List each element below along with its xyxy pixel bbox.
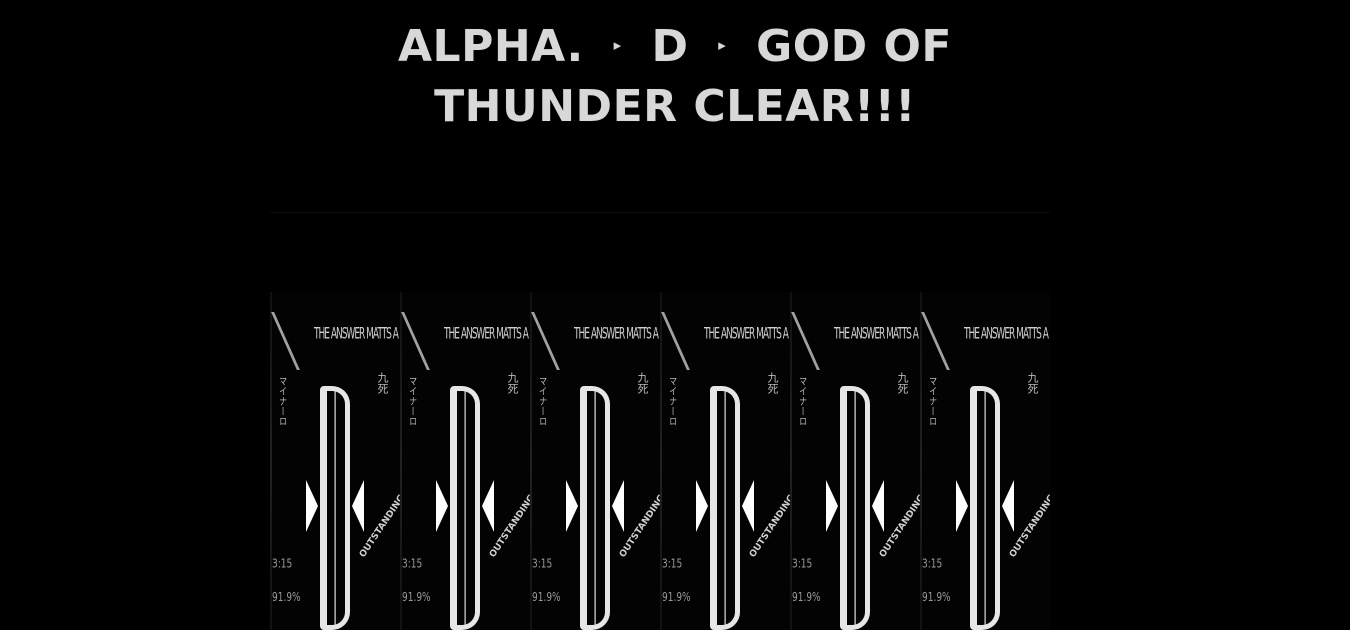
- clear-banner-line-2: THUNDER CLEAR!!!: [434, 80, 916, 132]
- grade-letter-d-icon: [580, 386, 610, 630]
- result-panel: THE ANSWER MATTS A マイナーロ 九死 OUTSTANDING!!! 3…: [530, 292, 660, 630]
- title-god-of: GOD OF: [756, 21, 952, 72]
- panel-diagonal-text: OUTSTANDING!!!: [358, 483, 400, 560]
- triangle-right-icon: [956, 480, 968, 532]
- result-panel: THE ANSWER MATTS A マイナーロ 九死 OUTSTANDING!!! 3…: [400, 292, 530, 630]
- panel-bottom-text: 3:15 91.9%: [532, 557, 561, 606]
- slash-stroke-icon: [401, 312, 436, 370]
- panel-right-text: 九死: [766, 372, 779, 394]
- triangle-left-icon: [482, 480, 494, 532]
- panel-top-text: THE ANSWER MATTS A: [574, 326, 659, 344]
- grade-letter-d-icon: [840, 386, 870, 630]
- triangle-left-icon: [872, 480, 884, 532]
- triangle-left-icon: [612, 480, 624, 532]
- panel-top-text: THE ANSWER MATTS A: [704, 326, 789, 344]
- panel-edge: [660, 292, 662, 630]
- arrow-right-icon: ▸: [613, 35, 622, 54]
- panel-left-text: マイナーロ: [927, 376, 936, 426]
- panel-left-text: マイナーロ: [407, 376, 416, 426]
- result-panel: THE ANSWER MATTS A マイナーロ 九死 OUTSTANDING!!! 3…: [270, 292, 400, 630]
- grade-letter-d-icon: [320, 386, 350, 630]
- triangle-right-icon: [566, 480, 578, 532]
- panel-edge: [920, 292, 922, 630]
- result-panel: THE ANSWER MATTS A マイナーロ 九死 OUTSTANDING!!! 3…: [920, 292, 1050, 630]
- triangle-right-icon: [826, 480, 838, 532]
- panel-diagonal-text: OUTSTANDING!!!: [618, 483, 660, 560]
- clear-banner-title: ALPHA. ▸ D ▸ GOD OF THUNDER CLEAR!!!: [0, 18, 1350, 135]
- panel-bottom-text: 3:15 91.9%: [402, 557, 431, 606]
- panel-diagonal-text: OUTSTANDING!!!: [488, 483, 530, 560]
- panel-bottom-text: 3:15 91.9%: [662, 557, 691, 606]
- grade-letter-d-icon: [970, 386, 1000, 630]
- panel-left-text: マイナーロ: [277, 376, 286, 426]
- panel-bottom-text: 3:15 91.9%: [922, 557, 951, 606]
- panel-diagonal-text: OUTSTANDING!!!: [1008, 483, 1050, 560]
- triangle-right-icon: [306, 480, 318, 532]
- divider-line: [270, 212, 1050, 213]
- triangle-right-icon: [696, 480, 708, 532]
- panel-top-text: THE ANSWER MATTS A: [964, 326, 1049, 344]
- panel-top-text: THE ANSWER MATTS A: [444, 326, 529, 344]
- triangle-left-icon: [1002, 480, 1014, 532]
- panel-right-text: 九死: [1026, 372, 1039, 394]
- title-grade: D: [651, 21, 689, 72]
- triangle-left-icon: [742, 480, 754, 532]
- panel-edge: [530, 292, 532, 630]
- panel-left-text: マイナーロ: [667, 376, 676, 426]
- panel-left-text: マイナーロ: [537, 376, 546, 426]
- triangle-right-icon: [436, 480, 448, 532]
- result-panel-strip: THE ANSWER MATTS A マイナーロ 九死 OUTSTANDING!!! 3…: [270, 292, 1050, 630]
- panel-right-text: 九死: [506, 372, 519, 394]
- grade-letter-d-icon: [450, 386, 480, 630]
- panel-bottom-text: 3:15 91.9%: [792, 557, 821, 606]
- slash-stroke-icon: [661, 312, 696, 370]
- panel-right-text: 九死: [896, 372, 909, 394]
- panel-diagonal-text: OUTSTANDING!!!: [748, 483, 790, 560]
- clear-banner-line-1: ALPHA. ▸ D ▸ GOD OF: [0, 18, 1350, 78]
- slash-stroke-icon: [531, 312, 566, 370]
- panel-top-text: THE ANSWER MATTS A: [834, 326, 919, 344]
- result-panel: THE ANSWER MATTS A マイナーロ 九死 OUTSTANDING!!! 3…: [790, 292, 920, 630]
- panel-edge: [790, 292, 792, 630]
- result-panel: THE ANSWER MATTS A マイナーロ 九死 OUTSTANDING!!! 3…: [660, 292, 790, 630]
- arrow-right-icon: ▸: [718, 35, 727, 54]
- panel-edge: [400, 292, 402, 630]
- panel-diagonal-text: OUTSTANDING!!!: [878, 483, 920, 560]
- panel-left-text: マイナーロ: [797, 376, 806, 426]
- panel-right-text: 九死: [376, 372, 389, 394]
- slash-stroke-icon: [791, 312, 826, 370]
- grade-letter-d-icon: [710, 386, 740, 630]
- slash-stroke-icon: [271, 312, 306, 370]
- panel-right-text: 九死: [636, 372, 649, 394]
- panel-edge: [270, 292, 272, 630]
- panel-bottom-text: 3:15 91.9%: [272, 557, 301, 606]
- panel-top-text: THE ANSWER MATTS A: [314, 326, 399, 344]
- slash-stroke-icon: [921, 312, 956, 370]
- title-alpha: ALPHA.: [398, 21, 584, 72]
- triangle-left-icon: [352, 480, 364, 532]
